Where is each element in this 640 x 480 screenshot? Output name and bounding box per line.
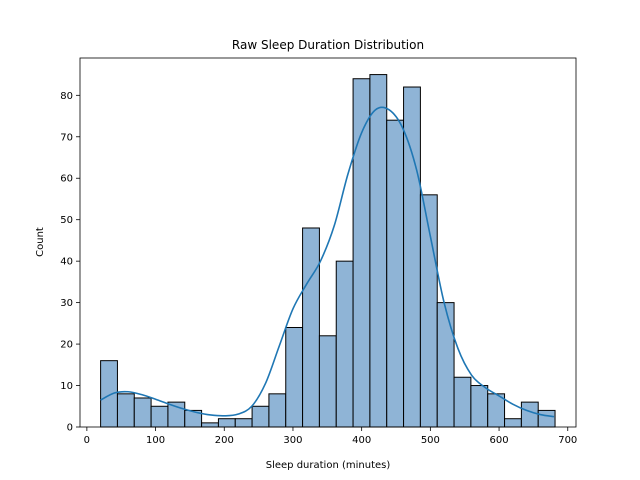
- histogram-bar: [487, 393, 506, 428]
- histogram-bar: [268, 393, 287, 428]
- kde-curve: [100, 106, 555, 418]
- x-tick-label: 100: [146, 435, 165, 446]
- histogram-bar: [133, 397, 152, 428]
- histogram-bar: [251, 405, 270, 428]
- histogram-bar: [234, 418, 253, 428]
- y-tick-label: 10: [60, 381, 73, 392]
- histogram-bar: [100, 360, 118, 428]
- histogram-bar: [335, 260, 354, 428]
- chart-title: Raw Sleep Duration Distribution: [232, 38, 424, 52]
- histogram-bar: [369, 74, 388, 428]
- histogram-bar: [217, 418, 236, 428]
- y-axis-label: Count: [35, 227, 46, 257]
- y-tick-label: 0: [67, 423, 73, 434]
- x-axis-label: Sleep duration (minutes): [266, 460, 391, 471]
- histogram-bar: [116, 393, 135, 428]
- x-tick-label: 200: [215, 435, 234, 446]
- plot-frame: [79, 57, 577, 428]
- y-tick-label: 20: [60, 340, 73, 351]
- histogram-bar: [470, 385, 489, 428]
- y-tick-label: 70: [60, 132, 73, 143]
- x-tick-label: 400: [352, 435, 371, 446]
- y-axis-ticks: 0 10 20 30 40 50 60 70 80: [60, 91, 80, 434]
- histogram-bar: [504, 418, 522, 428]
- histogram-bar: [386, 119, 405, 428]
- histogram-bar: [285, 326, 304, 428]
- histogram-bar: [352, 78, 371, 428]
- y-tick-label: 50: [60, 215, 73, 226]
- x-tick-label: 500: [421, 435, 440, 446]
- histogram-bar: [201, 422, 219, 428]
- x-tick-label: 300: [283, 435, 302, 446]
- histogram-bar: [150, 405, 169, 428]
- y-tick-label: 80: [60, 91, 73, 102]
- x-tick-label: 0: [84, 435, 90, 446]
- histogram-bar: [436, 302, 455, 428]
- y-tick-label: 30: [60, 298, 73, 309]
- histogram-bar: [318, 335, 337, 428]
- x-axis-ticks: 0 100 200 300 400 500 600 700: [84, 427, 577, 446]
- y-tick-label: 40: [60, 257, 73, 268]
- y-tick-label: 60: [60, 174, 73, 185]
- x-tick-label: 600: [490, 435, 509, 446]
- histogram-bar: [537, 409, 556, 428]
- x-tick-label: 700: [558, 435, 577, 446]
- histogram-bar: [302, 227, 320, 428]
- bars-group: [100, 74, 556, 428]
- histogram-bar: [520, 401, 539, 428]
- histogram-bar: [453, 376, 472, 428]
